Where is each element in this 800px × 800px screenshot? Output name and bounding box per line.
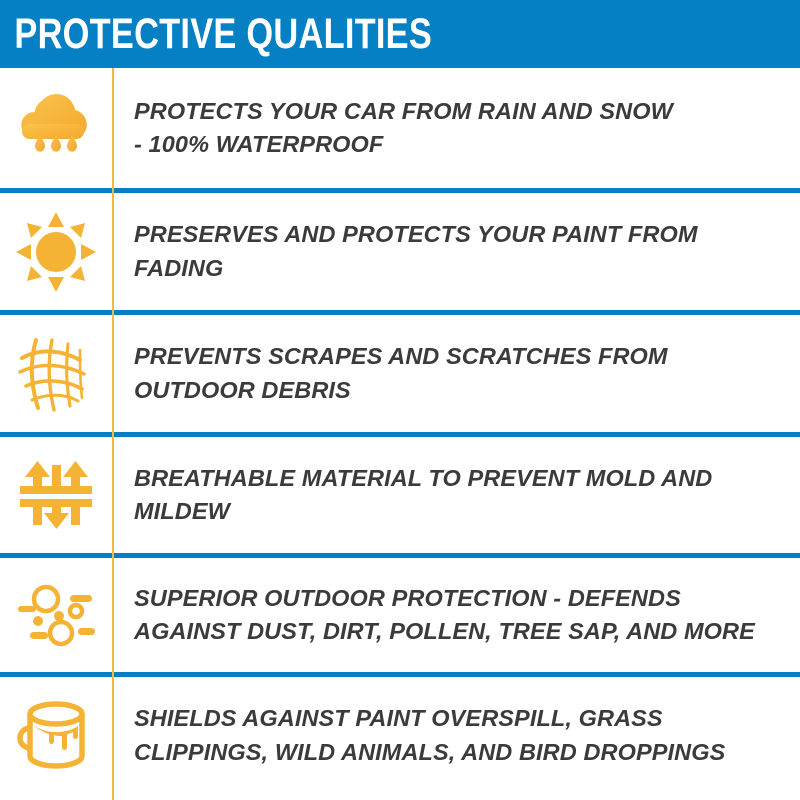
list-item-line2: FADING [134,254,224,281]
list-item-text: SUPERIOR OUTDOOR PROTECTION - DEFENDS AG… [112,582,800,649]
vertical-divider [112,68,114,800]
list-item: BREATHABLE MATERIAL TO PREVENT MOLD AND … [0,432,800,553]
list-item: SUPERIOR OUTDOOR PROTECTION - DEFENDS AG… [0,553,800,672]
list-item-line2: - 100% WATERPROOF [134,131,384,157]
list-item-text: PREVENTS SCRAPES AND SCRATCHES FROM OUTD… [112,340,800,407]
list-item-line1: PRESERVES AND PROTECTS YOUR PAINT FROM [134,221,698,248]
list-item-line1: SUPERIOR OUTDOOR PROTECTION - DEFENDS [134,584,681,611]
list-item-line2: MILDEW [134,498,230,524]
list-item-line2: OUTDOOR DEBRIS [134,376,351,403]
page-title: PROTECTIVE QUALITIES [14,9,433,58]
list-item: SHIELDS AGAINST PAINT OVERSPILL, GRASS C… [0,672,800,794]
paint-can-icon [0,694,112,778]
breathable-airflow-icon [0,453,112,537]
list-item: PROTECTS YOUR CAR FROM RAIN AND SNOW - 1… [0,68,800,188]
list-item-line2: AGAINST DUST, DIRT, POLLEN, TREE SAP, AN… [134,618,755,644]
list-item-text: PROTECTS YOUR CAR FROM RAIN AND SNOW - 1… [112,95,800,162]
scratches-icon [0,332,112,416]
list-item-line1: SHIELDS AGAINST PAINT OVERSPILL, GRASS [134,705,663,732]
list-item: PREVENTS SCRAPES AND SCRATCHES FROM OUTD… [0,310,800,432]
list-item-text: SHIELDS AGAINST PAINT OVERSPILL, GRASS C… [112,702,800,769]
header-band: PROTECTIVE QUALITIES [0,0,800,68]
dust-particles-icon [0,573,112,657]
list-item-text: PRESERVES AND PROTECTS YOUR PAINT FROM F… [112,218,800,285]
list-item-line1: BREATHABLE MATERIAL TO PREVENT MOLD AND [134,464,713,491]
list-item-line1: PROTECTS YOUR CAR FROM RAIN AND SNOW [134,97,673,124]
feature-list: PROTECTS YOUR CAR FROM RAIN AND SNOW - 1… [0,68,800,800]
sun-icon [0,210,112,294]
list-item: PRESERVES AND PROTECTS YOUR PAINT FROM F… [0,188,800,310]
list-item-text: BREATHABLE MATERIAL TO PREVENT MOLD AND … [112,462,800,529]
rain-cloud-icon [0,86,112,170]
list-item-line2: CLIPPINGS, WILD ANIMALS, AND BIRD DROPPI… [134,738,726,765]
list-item-line1: PREVENTS SCRAPES AND SCRATCHES FROM [134,343,668,370]
